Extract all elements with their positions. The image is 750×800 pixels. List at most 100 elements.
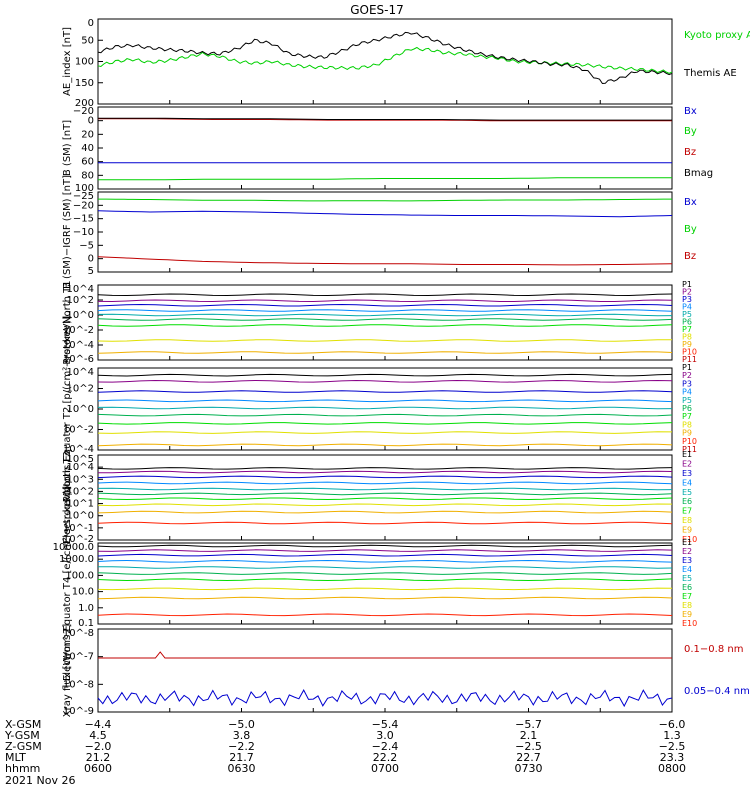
footer-value: 22.2 — [373, 751, 398, 764]
legend-entry: P10 — [682, 348, 697, 357]
y-tick-label: 10^0 — [67, 310, 94, 321]
y-tick-label: 10^2 — [67, 295, 94, 306]
legend-entry: P9 — [682, 429, 692, 438]
legend-entry: P2 — [682, 371, 692, 380]
footer-value: 0730 — [515, 762, 543, 775]
flux-channel-line — [97, 549, 673, 552]
y-tick-label: 0 — [88, 18, 94, 29]
legend-entry: E9 — [682, 526, 692, 535]
footer-row-label: X-GSM — [5, 718, 41, 731]
flux-channel-line — [97, 487, 673, 491]
series-line-bz — [98, 118, 672, 122]
legend-entry: Bmag — [684, 168, 713, 179]
y-tick-label: 10^-9 — [63, 706, 94, 717]
legend-entry: E1 — [682, 538, 692, 547]
panel-frame — [97, 18, 673, 105]
flux-channel-line — [97, 578, 673, 582]
legend-entry: E3 — [682, 556, 692, 565]
footer-value: 0800 — [658, 762, 686, 775]
footer-row-label: MLT — [5, 751, 26, 764]
y-tick-label: 10^5 — [67, 454, 94, 465]
flux-channel-line — [97, 324, 673, 327]
legend-entry: E7 — [682, 507, 692, 516]
legend-entry: By — [684, 126, 697, 137]
flux-channel-line — [97, 553, 673, 557]
flux-channel-line — [97, 587, 673, 591]
series-line-bz — [97, 256, 673, 266]
flux-channel-line — [97, 544, 673, 548]
flux-channel-line — [97, 510, 673, 514]
y-tick-label: −20 — [73, 200, 94, 211]
flux-channel-line — [97, 339, 673, 342]
flux-channel-line — [97, 467, 673, 470]
footer-value: 22.7 — [516, 751, 541, 764]
flux-channel-line — [97, 422, 673, 425]
y-tick-label: 10000.0 — [53, 542, 94, 553]
y-tick-label: 10^-2 — [63, 325, 94, 336]
legend-entry: E7 — [682, 592, 692, 601]
panel-frame — [97, 191, 673, 273]
footer-row-label: hhmm — [5, 762, 40, 775]
y-tick-label: 60 — [81, 157, 94, 168]
y-tick-label: 10^-8 — [63, 679, 94, 690]
series-line-themis-ae — [97, 31, 673, 85]
y-tick-label: 10^4 — [67, 367, 94, 378]
legend-entry: E10 — [682, 535, 697, 544]
series-line-by — [98, 177, 672, 181]
legend-entry: P4 — [682, 388, 692, 397]
flux-channel-line — [97, 313, 673, 317]
y-tick-label: 10^-2 — [63, 425, 94, 436]
flux-channel-line — [97, 318, 673, 321]
legend-entry: P10 — [682, 437, 697, 446]
y-tick-label: 10.0 — [72, 587, 94, 598]
legend-entry: P3 — [682, 379, 692, 388]
flux-channel-line — [97, 481, 673, 485]
footer-row-label: Z-GSM — [5, 740, 42, 753]
y-tick-label: 10^-6 — [63, 354, 94, 365]
y-tick-label: 100 — [75, 57, 94, 68]
y-axis-label: Protons Equator T2 [p/(cm²-s-sr-keV)] — [62, 316, 73, 503]
footer-value: 4.5 — [89, 729, 107, 742]
legend-entry: P7 — [682, 325, 692, 334]
flux-channel-line — [97, 406, 673, 410]
y-tick-label: 10^0 — [67, 404, 94, 415]
y-tick-label: 10^-1 — [63, 523, 94, 534]
y-axis-label: Xray flux [W/m^2] — [62, 624, 73, 718]
flux-channel-line — [97, 559, 673, 563]
series-line-by — [98, 198, 672, 202]
legend-entry: Themis AE — [683, 68, 737, 79]
flux-channel-line — [97, 293, 673, 297]
flux-channel-line — [97, 399, 673, 403]
flux-channel-line — [97, 309, 673, 312]
flux-channel-line — [97, 566, 673, 569]
series-line-kyoto-proxy-ae — [97, 46, 673, 74]
flux-channel-line — [97, 303, 673, 307]
footer-value: −2.2 — [228, 740, 255, 753]
legend-entry: E8 — [682, 601, 692, 610]
y-tick-label: 100.0 — [65, 570, 94, 581]
flux-channel-line — [97, 497, 673, 501]
legend-entry: P2 — [682, 288, 692, 297]
flux-channel-line — [97, 503, 673, 507]
legend-entry: P1 — [682, 363, 692, 372]
footer-row-label: Y-GSM — [4, 729, 40, 742]
panel-frame — [97, 542, 673, 625]
footer-value: 21.7 — [229, 751, 254, 764]
y-tick-label: 1.0 — [78, 603, 94, 614]
footer-value: 0600 — [84, 762, 112, 775]
footer-value: 2.1 — [520, 729, 538, 742]
legend-entry: E5 — [682, 488, 692, 497]
legend-entry: E1 — [682, 450, 692, 459]
date-label: 2021 Nov 26 — [5, 774, 75, 787]
series-line-xray-long — [98, 651, 672, 659]
flux-channel-line — [97, 613, 673, 617]
y-tick-label: −5 — [79, 240, 94, 251]
y-tick-label: 10^-7 — [63, 652, 94, 663]
y-tick-label: 10^-4 — [63, 444, 94, 455]
y-tick-label: 200 — [75, 98, 94, 109]
flux-channel-line — [97, 443, 673, 447]
legend-entry: E10 — [682, 619, 697, 628]
legend-entry: Bz — [684, 147, 696, 158]
legend-entry: P3 — [682, 295, 692, 304]
series-line-bx — [97, 210, 673, 218]
